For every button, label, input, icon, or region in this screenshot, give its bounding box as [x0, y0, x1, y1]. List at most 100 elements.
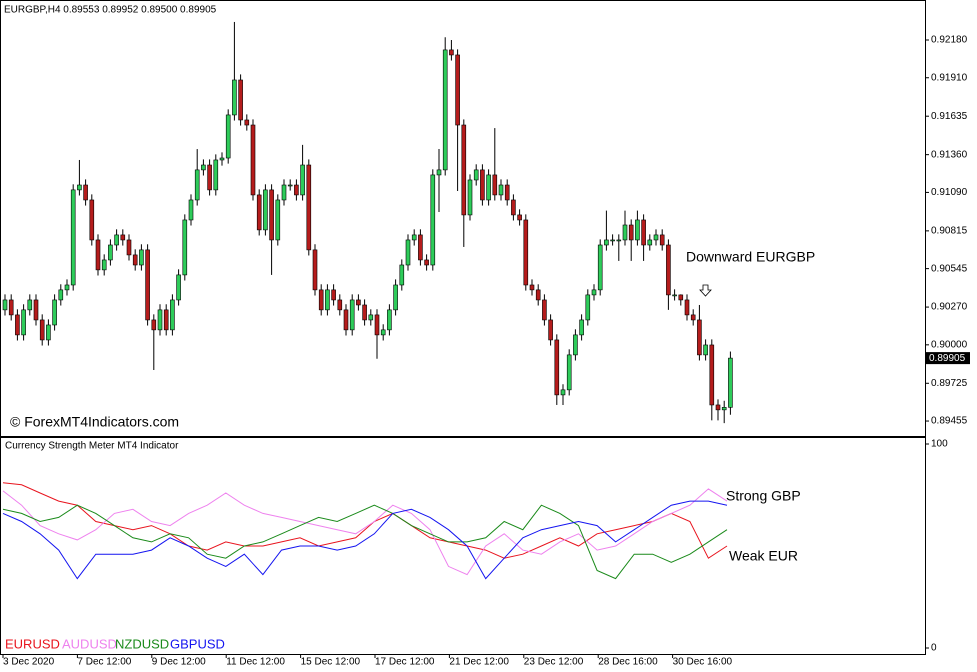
candle-body [449, 49, 454, 56]
candle-body [356, 299, 361, 306]
candle-body [58, 289, 64, 301]
indicator-title: Currency Strength Meter MT4 Indicator [5, 441, 179, 452]
candle-body [64, 284, 70, 291]
x-tick-label: 3 Dec 2020 [3, 657, 55, 668]
candle-body [139, 249, 144, 266]
y-tick-label: 0.89725 [931, 378, 968, 389]
candle-body [219, 157, 225, 161]
candle-body [362, 304, 367, 321]
candle-body [294, 184, 299, 196]
x-tick-label: 9 Dec 12:00 [152, 657, 206, 668]
x-tick-label: 17 Dec 12:00 [375, 657, 435, 668]
candle-body [622, 224, 628, 241]
candle-body [46, 324, 51, 341]
candle-body [170, 299, 175, 331]
candle-body [405, 239, 411, 266]
candle-body [442, 49, 448, 171]
candle-body [132, 254, 138, 266]
y-tick-label: 100 [931, 439, 948, 450]
candle-body [89, 199, 95, 241]
candle-body [411, 234, 417, 241]
candle-body [597, 244, 603, 291]
x-tick-label: 28 Dec 16:00 [598, 657, 658, 668]
candle-body [523, 219, 529, 286]
candle-body [275, 199, 281, 241]
candle-body [728, 357, 733, 408]
candle-body [201, 164, 206, 171]
candle-body [95, 239, 101, 271]
legend-entry: NZDUSD [115, 636, 169, 651]
candle-body [430, 174, 436, 266]
current-price-box [926, 352, 970, 365]
candle-body [560, 389, 566, 396]
candle-body [157, 309, 163, 331]
candle-body [535, 289, 541, 301]
candle-body [647, 239, 653, 246]
candle-body [709, 344, 715, 406]
candle-body [380, 329, 386, 336]
candle-body [256, 194, 262, 231]
candle-body [616, 239, 622, 242]
candle-body [566, 354, 572, 391]
candle-body [473, 169, 479, 181]
candle-body [194, 169, 200, 201]
candle-body [436, 169, 442, 176]
candle-body [573, 334, 578, 356]
candle-body [101, 259, 107, 271]
candle-body [108, 244, 113, 261]
candle-body [672, 294, 677, 297]
candle-body [2, 299, 8, 311]
down-arrow-icon [699, 284, 712, 297]
candle-body [374, 314, 380, 336]
x-tick-label: 21 Dec 12:00 [449, 657, 509, 668]
candle-body [504, 184, 510, 201]
candle-body [635, 219, 640, 241]
candle-body [120, 234, 126, 241]
candle-body [517, 214, 522, 221]
candle-body [114, 234, 119, 246]
strength-line [2, 482, 728, 559]
candle-body [182, 219, 188, 276]
candle-body [325, 289, 330, 311]
candle-body [399, 264, 405, 286]
y-tick-label: 0.90815 [931, 226, 968, 237]
candle-body [318, 289, 324, 311]
candle-body [27, 299, 33, 311]
legend-entry: EURUSD [5, 636, 60, 651]
strength-line [2, 488, 728, 576]
x-tick-label: 7 Dec 12:00 [77, 657, 131, 668]
candle-body [126, 239, 132, 256]
candle-body [697, 319, 702, 356]
candle-body [83, 184, 88, 201]
y-tick-label: 0.91910 [931, 72, 968, 83]
candle-body [585, 294, 591, 321]
candle-body [492, 174, 498, 196]
candle-body [604, 239, 609, 246]
strength-line [2, 504, 728, 580]
x-tick-label: 15 Dec 12:00 [301, 657, 361, 668]
candle-body [250, 124, 256, 196]
candle-body [244, 119, 250, 126]
candle-body [721, 407, 727, 411]
candle-body [554, 339, 560, 396]
candle-body [15, 314, 20, 336]
candle-body [263, 189, 268, 231]
candle-body [349, 299, 355, 331]
candle-body [548, 319, 553, 341]
candle-body [207, 164, 212, 191]
y-tick-label: 0.91090 [931, 187, 968, 198]
candle-body [213, 159, 219, 191]
candle-body [225, 114, 231, 159]
candle-body [8, 299, 14, 316]
candle-body [39, 319, 45, 341]
candle-body [387, 309, 392, 331]
candle-body [467, 179, 473, 216]
candle-body [641, 219, 646, 246]
watermark: © ForexMT4Indicators.com [10, 414, 179, 430]
candle-body [591, 289, 597, 296]
x-tick-label: 23 Dec 12:00 [524, 657, 584, 668]
y-tick-label: 0.91635 [931, 111, 968, 122]
candle-body [188, 199, 194, 221]
candle-body [343, 309, 349, 331]
candle-body [33, 299, 39, 321]
